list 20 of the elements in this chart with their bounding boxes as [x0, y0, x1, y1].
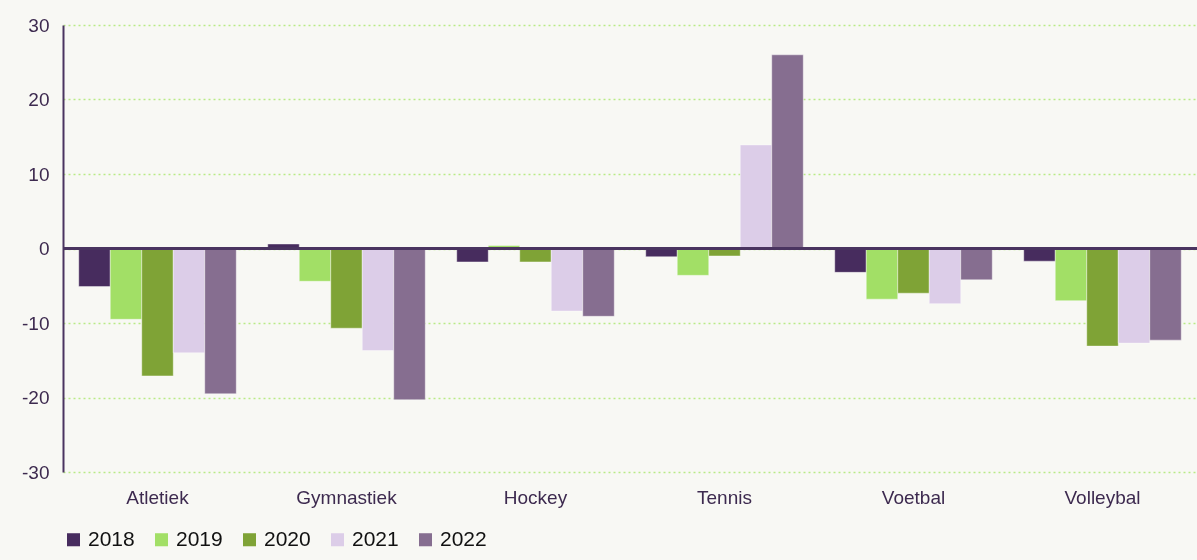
- y-tick-label: 10: [28, 163, 50, 185]
- legend-label: 2018: [88, 526, 135, 550]
- bar: [267, 243, 300, 249]
- y-tick-label: 30: [28, 14, 50, 36]
- y-tick-label: -30: [22, 461, 50, 483]
- x-tick-label: Gymnastiek: [296, 486, 398, 508]
- legend-label: 2019: [176, 526, 223, 550]
- x-tick-label: Voetbal: [881, 486, 946, 508]
- x-tick-label: Volleybal: [1064, 486, 1141, 508]
- y-tick-label: 0: [38, 238, 50, 259]
- legend-label: 2020: [264, 526, 311, 550]
- legend-label: 2021: [352, 526, 399, 550]
- x-tick-label: Hockey: [503, 486, 568, 508]
- y-tick-label: -10: [22, 312, 50, 334]
- legend-label: 2022: [440, 526, 487, 550]
- x-tick-label: Tennis: [697, 486, 752, 508]
- x-tick-label: Atletiek: [126, 486, 190, 508]
- y-tick-label: -20: [22, 387, 50, 408]
- y-tick-label: 20: [28, 89, 50, 110]
- bar: [456, 248, 489, 263]
